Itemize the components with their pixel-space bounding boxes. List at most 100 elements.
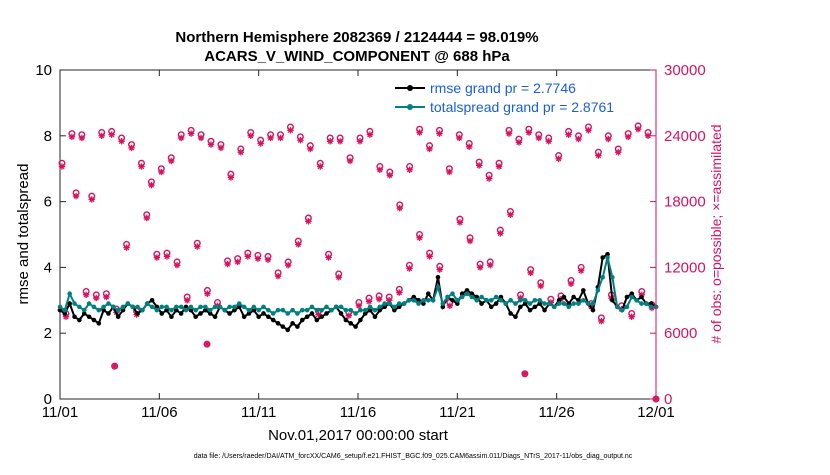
- rmse-series-point-30: [203, 307, 208, 313]
- obs-assimilated-high-point-3: [88, 196, 95, 203]
- totalspread-series-point-86: [474, 298, 480, 303]
- obs-assimilated-low-point-30: [365, 298, 373, 305]
- totalspread-series-point-120: [639, 301, 644, 306]
- totalspread-series-point-22: [164, 304, 169, 310]
- totalspread-series-point-5: [81, 307, 87, 313]
- rmse-series-point-36: [232, 307, 237, 313]
- obs-assimilated-high-point-54: [595, 152, 602, 159]
- totalspread-series-point-93: [508, 298, 513, 303]
- rmse-series-point-113: [605, 251, 610, 257]
- rmse-series-point-117: [624, 294, 630, 300]
- obs-assimilated-low-point-17: [234, 258, 241, 266]
- totalspread-series-point-9: [101, 304, 106, 310]
- totalspread-series-point-80: [445, 294, 450, 300]
- totalspread-series-point-29: [198, 304, 203, 310]
- obs-assimilated-high-point-17: [227, 174, 235, 181]
- rmse-series-point-45: [275, 321, 281, 326]
- rmse-series-point-79: [440, 304, 446, 310]
- totalspread-series-point-100: [542, 301, 547, 306]
- rmse-series-point-9: [101, 307, 106, 313]
- rmse-series-point-19: [149, 298, 155, 303]
- totalspread-series-point-82: [455, 298, 460, 303]
- totalspread-series-point-116: [619, 307, 625, 313]
- totalspread-series-point-24: [173, 304, 179, 310]
- obs-assimilated-high-point-28: [336, 138, 344, 145]
- y-right-tick-label-4: 24000: [664, 128, 706, 145]
- totalspread-series-point-57: [333, 304, 339, 310]
- obs-assimilated-low-point-42: [487, 262, 494, 269]
- totalspread-series-point-8: [96, 307, 102, 313]
- totalspread-series-point-40: [251, 304, 257, 310]
- rmse-series-point-37: [236, 304, 242, 310]
- obs-assimilated-low-point-9: [153, 254, 161, 261]
- totalspread-series-point-34: [222, 307, 228, 313]
- obs-assimilated-low-point-51: [577, 267, 585, 274]
- legend-rmse-marker: [407, 85, 413, 91]
- obs-assimilated-high-point-5: [108, 131, 115, 138]
- totalspread-series-point-115: [614, 304, 620, 310]
- rmse-series-point-35: [227, 311, 232, 316]
- obs-assimilated-high-point-10: [158, 168, 165, 176]
- data-file-footnote: data file: /Users/raeder/DAI/ATM_forcXX/…: [194, 453, 633, 460]
- totalspread-series-point-18: [144, 301, 150, 306]
- rmse-series-point-38: [241, 314, 247, 320]
- rmse-series-point-51: [304, 314, 310, 320]
- obs-assimilated-high-point-41: [466, 143, 473, 150]
- totalspread-series-point-64: [367, 304, 373, 310]
- totalspread-series-point-10: [106, 301, 111, 306]
- obs-assimilated-low-point-43: [497, 230, 504, 237]
- totalspread-series-point-21: [159, 304, 165, 310]
- totalspread-series-point-72: [406, 298, 412, 303]
- rmse-series-point-5: [81, 311, 87, 316]
- totalspread-series-line: [59, 257, 656, 315]
- rmse-series-point-93: [508, 311, 513, 316]
- rmse-series-point-6: [86, 314, 92, 320]
- rmse-series-point-62: [358, 317, 363, 323]
- totalspread-series-point-33: [217, 304, 223, 310]
- rmse-series-point-90: [493, 301, 499, 306]
- totalspread-series-point-121: [644, 301, 649, 306]
- totalspread-series-point-111: [595, 288, 601, 293]
- rmse-series-point-85: [469, 291, 475, 297]
- totalspread-series-point-79: [440, 301, 446, 306]
- rmse-series-point-64: [367, 307, 373, 313]
- totalspread-series-point-56: [329, 307, 334, 313]
- rmse-series-point-86: [474, 294, 480, 300]
- y-axis-right-label: # of obs: o=possible; ×=assimilated: [708, 124, 724, 343]
- rmse-series-point-29: [198, 311, 203, 316]
- obs-assimilated-high-point-49: [545, 138, 552, 145]
- obs-assimilated-high-point-42: [475, 162, 483, 169]
- totalspread-series-point-97: [527, 301, 533, 306]
- obs-assimilated-low-point-47: [537, 282, 544, 290]
- totalspread-series-point-59: [343, 307, 349, 313]
- obs-assimilated-low-point-31: [375, 296, 383, 303]
- rmse-series-point-43: [266, 314, 271, 320]
- totalspread-series-point-113: [605, 255, 610, 260]
- rmse-series-point-12: [115, 314, 121, 320]
- legend-rmse-label: rmse grand pr = 2.7746: [430, 80, 576, 96]
- obs-assimilated-low-point-26: [325, 254, 332, 261]
- totalspread-series-point-70: [396, 301, 402, 306]
- obs-assimilated-low-point-36: [426, 253, 433, 260]
- obs-assimilated-high-point-14: [197, 134, 205, 142]
- rmse-series-line: [59, 252, 657, 332]
- rmse-series-point-21: [159, 311, 165, 316]
- totalspread-series-point-89: [488, 298, 494, 303]
- totalspread-series-point-0: [57, 304, 63, 310]
- rmse-series-point-105: [566, 301, 572, 306]
- rmse-series-point-87: [479, 301, 484, 306]
- rmse-series-point-84: [464, 288, 470, 293]
- obs-assimilated-low-point-39: [456, 219, 464, 226]
- rmse-series-point-75: [421, 301, 426, 306]
- rmse-series-point-20: [154, 304, 160, 310]
- obs-assimilated-high-point-34: [396, 204, 403, 212]
- totalspread-series-point-94: [513, 301, 518, 306]
- totalspread-series-point-23: [169, 307, 174, 313]
- totalspread-series-point-52: [309, 304, 315, 310]
- obs-assimilated-high-point-35: [406, 166, 413, 173]
- totalspread-series-point-27: [188, 304, 194, 310]
- rmse-series-point-112: [600, 255, 605, 260]
- totalspread-series-point-61: [353, 311, 358, 316]
- y-left-tick-label-3: 6: [44, 194, 52, 211]
- totalspread-series-point-37: [236, 301, 242, 306]
